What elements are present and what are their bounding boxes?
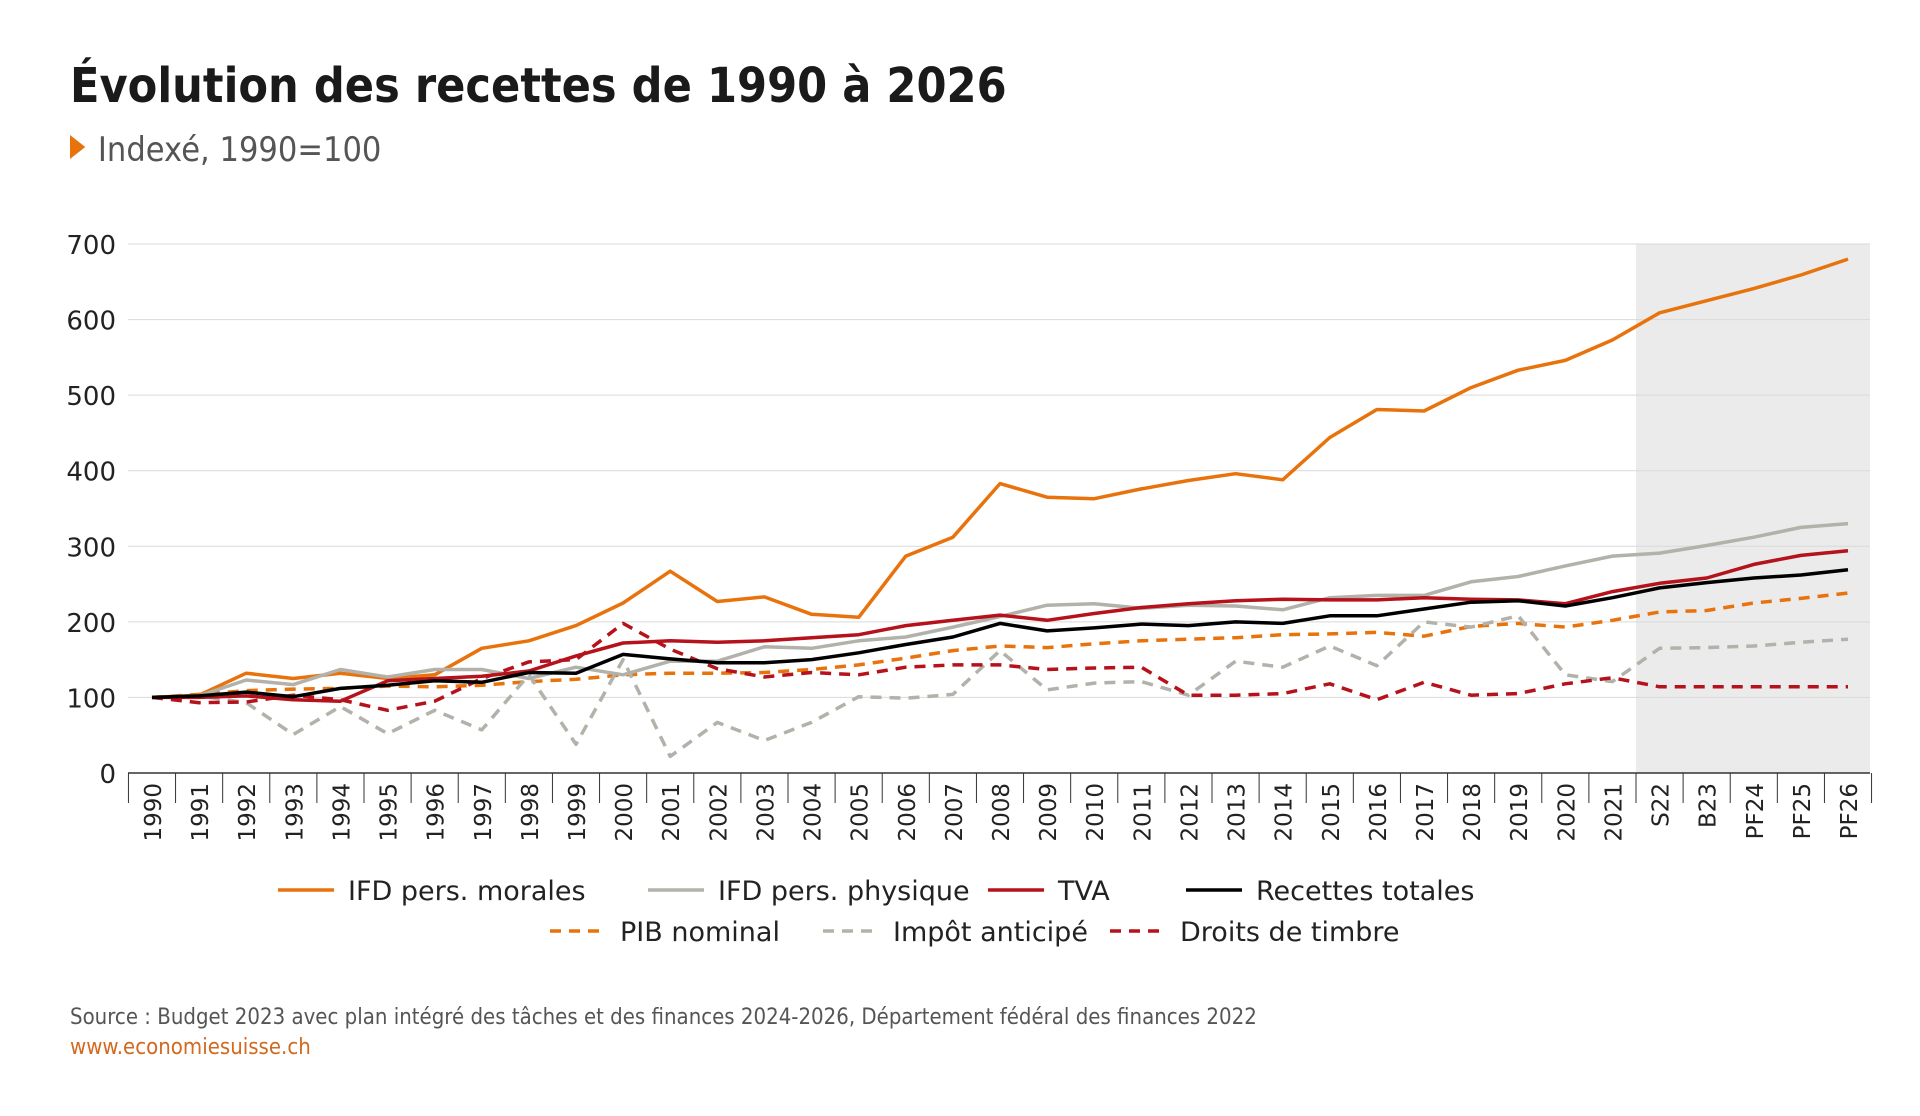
x-tick-label: 2013 <box>1225 783 1251 842</box>
x-tick-label: 1998 <box>518 783 544 842</box>
source-note: Source : Budget 2023 avec plan intégré d… <box>70 1005 1257 1030</box>
x-tick-label: 2004 <box>801 783 827 842</box>
y-tick-label: 600 <box>66 307 116 337</box>
y-tick-label: 400 <box>66 458 116 488</box>
chart-subtitle: Indexé, 1990=100 <box>70 130 381 170</box>
x-tick-label: 2009 <box>1036 783 1062 842</box>
x-tick-label: 2015 <box>1319 783 1345 842</box>
y-tick-label: 500 <box>66 382 116 412</box>
y-tick-label: 700 <box>66 231 116 261</box>
legend-label: PIB nominal <box>620 917 780 948</box>
series-line-ifd-pers-morales <box>151 257 1849 700</box>
x-tick-label: 2019 <box>1507 783 1533 842</box>
x-tick-label: 2001 <box>659 783 685 842</box>
x-tick-label: 2021 <box>1601 783 1627 842</box>
legend-label: IFD pers. physique <box>718 876 970 907</box>
x-tick-label: 2016 <box>1366 783 1392 842</box>
series-lines <box>151 257 1849 759</box>
x-tick-label: 1997 <box>471 783 497 842</box>
axes: 0 100 200 300 400 500 600 700 1990 1991 1992 1993 19… <box>66 231 1873 842</box>
x-tick-label: 2000 <box>612 783 638 842</box>
x-tick-label: 2003 <box>753 783 779 842</box>
x-tick-label: 2006 <box>895 783 921 842</box>
forecast-shade-rect <box>1636 244 1870 773</box>
x-tick-label: 2014 <box>1272 783 1298 842</box>
y-tick-label: 0 <box>99 760 116 790</box>
x-tick-label: B23 <box>1696 783 1722 828</box>
x-tick-label: 1994 <box>329 783 355 842</box>
y-tick-label: 300 <box>66 533 116 563</box>
legend-label: IFD pers. morales <box>348 876 586 907</box>
chart-title: Évolution des recettes de 1990 à 2026 <box>70 58 1007 114</box>
y-tick-label: 200 <box>66 609 116 639</box>
series-line-ifd-pers-physique <box>151 521 1849 700</box>
x-tick-label: 1992 <box>235 783 261 842</box>
x-tick-label: 1990 <box>141 783 167 842</box>
x-tick-label: S22 <box>1649 783 1675 827</box>
x-tick-label: 1991 <box>188 783 214 842</box>
legend-label: TVA <box>1057 876 1110 907</box>
x-tick-label: 2011 <box>1130 783 1156 842</box>
x-tick-label: 2010 <box>1083 783 1109 842</box>
chart-subtitle-text: Indexé, 1990=100 <box>97 130 382 170</box>
grid <box>128 243 1870 698</box>
x-tick-label: 2007 <box>942 783 968 842</box>
x-tick-label: 2017 <box>1413 783 1439 842</box>
x-tick-label: 2008 <box>989 783 1015 842</box>
x-tick-label: PF24 <box>1743 783 1769 839</box>
x-tick-label: PF25 <box>1790 783 1816 839</box>
x-tick-label: 2020 <box>1554 783 1580 842</box>
x-tick-label: 2005 <box>848 783 874 842</box>
x-tick-label: 2012 <box>1177 783 1203 842</box>
x-tick-label: 2018 <box>1460 783 1486 842</box>
x-tick-label: PF26 <box>1837 783 1863 839</box>
x-tick-label: 1995 <box>377 783 403 842</box>
legend-label: Impôt anticipé <box>893 917 1088 948</box>
triangle-bullet-icon <box>70 135 86 159</box>
legend: IFD pers. morales IFD pers. physique TVA Re… <box>278 876 1474 948</box>
x-tick-label: 1993 <box>282 783 308 842</box>
legend-label: Recettes totales <box>1256 876 1474 907</box>
series-line-droits-de-timbre <box>151 621 1848 713</box>
series-line-imp-t-anticip- <box>151 614 1849 759</box>
x-tick-label: 2002 <box>706 783 732 842</box>
x-tick-label: 1996 <box>424 783 450 842</box>
forecast-shading <box>1636 244 1870 773</box>
series-line-tva <box>152 549 1849 703</box>
y-tick-label: 100 <box>66 684 116 714</box>
series-line-recettes-totales <box>151 567 1849 700</box>
x-tick-label: 1999 <box>565 783 591 842</box>
website-link[interactable]: www.economiesuisse.ch <box>70 1035 311 1060</box>
legend-label: Droits de timbre <box>1180 917 1400 948</box>
